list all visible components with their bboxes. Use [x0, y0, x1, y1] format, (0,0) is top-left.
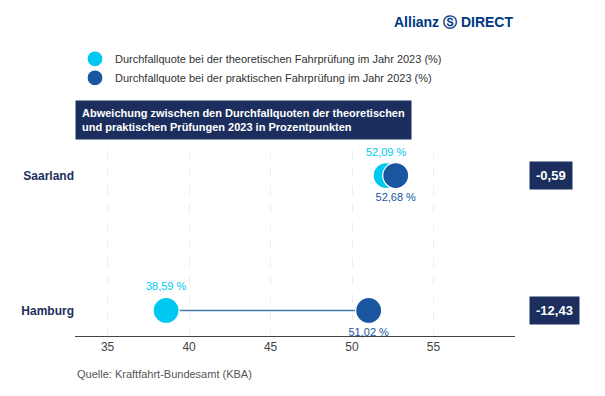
- svg-text:55: 55: [427, 340, 441, 354]
- svg-text:38,59 %: 38,59 %: [146, 280, 187, 292]
- svg-text:45: 45: [264, 340, 278, 354]
- svg-text:52,09 %: 52,09 %: [366, 146, 407, 158]
- svg-text:Allianz Ⓢ DIRECT: Allianz Ⓢ DIRECT: [394, 14, 513, 30]
- svg-text:35: 35: [101, 340, 115, 354]
- svg-text:Abweichung zwischen den Durchf: Abweichung zwischen den Durchfallquoten …: [82, 107, 405, 133]
- svg-text:-12,43: -12,43: [536, 303, 573, 318]
- svg-text:50: 50: [345, 340, 359, 354]
- svg-text:Durchfallquote bei der theoret: Durchfallquote bei der theoretischen Fah…: [115, 53, 442, 65]
- svg-text:52,68 %: 52,68 %: [376, 191, 417, 203]
- svg-text:51,02 %: 51,02 %: [348, 326, 389, 338]
- svg-text:Durchfallquote bei der praktis: Durchfallquote bei der praktischen Fahrp…: [115, 72, 432, 84]
- svg-text:40: 40: [182, 340, 196, 354]
- svg-text:Saarland: Saarland: [23, 169, 74, 183]
- svg-text:-0,59: -0,59: [536, 168, 566, 183]
- svg-text:Quelle: Kraftfahrt-Bundesamt (: Quelle: Kraftfahrt-Bundesamt (KBA): [77, 368, 252, 380]
- svg-text:Hamburg: Hamburg: [21, 304, 74, 318]
